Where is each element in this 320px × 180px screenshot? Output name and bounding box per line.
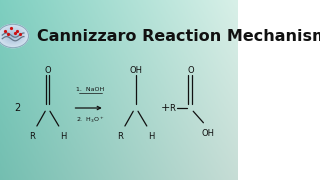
Circle shape bbox=[12, 35, 15, 37]
Text: R: R bbox=[29, 132, 35, 141]
Circle shape bbox=[0, 25, 28, 47]
Circle shape bbox=[1, 27, 25, 45]
Text: OH: OH bbox=[129, 66, 142, 75]
Circle shape bbox=[0, 26, 27, 46]
Text: R: R bbox=[117, 132, 123, 141]
Circle shape bbox=[6, 31, 20, 41]
Circle shape bbox=[8, 32, 19, 40]
Circle shape bbox=[7, 31, 20, 41]
Circle shape bbox=[6, 30, 20, 42]
Circle shape bbox=[12, 35, 14, 37]
Circle shape bbox=[8, 32, 18, 40]
Circle shape bbox=[5, 30, 21, 42]
Text: 2.  H$_3$O$^+$: 2. H$_3$O$^+$ bbox=[76, 115, 105, 125]
Circle shape bbox=[1, 27, 25, 45]
Circle shape bbox=[11, 34, 15, 38]
Circle shape bbox=[4, 29, 22, 43]
Text: 2: 2 bbox=[15, 103, 21, 113]
Circle shape bbox=[4, 29, 23, 43]
Circle shape bbox=[11, 34, 16, 38]
Circle shape bbox=[3, 28, 24, 44]
Text: +: + bbox=[161, 103, 170, 113]
Text: OH: OH bbox=[202, 129, 215, 138]
Circle shape bbox=[0, 26, 27, 46]
Text: R: R bbox=[170, 103, 175, 112]
Circle shape bbox=[10, 34, 16, 38]
Circle shape bbox=[0, 24, 28, 48]
Circle shape bbox=[0, 26, 26, 46]
Text: O: O bbox=[44, 66, 51, 75]
Circle shape bbox=[3, 28, 23, 44]
Circle shape bbox=[9, 33, 17, 39]
Circle shape bbox=[9, 33, 17, 39]
Text: 1.  NaOH: 1. NaOH bbox=[76, 87, 105, 92]
Circle shape bbox=[4, 30, 22, 42]
Text: H: H bbox=[60, 132, 66, 141]
Circle shape bbox=[0, 25, 28, 47]
Circle shape bbox=[7, 31, 19, 40]
Text: H: H bbox=[148, 132, 154, 141]
Circle shape bbox=[2, 28, 24, 44]
Text: O: O bbox=[187, 66, 194, 75]
Text: Cannizzaro Reaction Mechanism: Cannizzaro Reaction Mechanism bbox=[37, 28, 320, 44]
